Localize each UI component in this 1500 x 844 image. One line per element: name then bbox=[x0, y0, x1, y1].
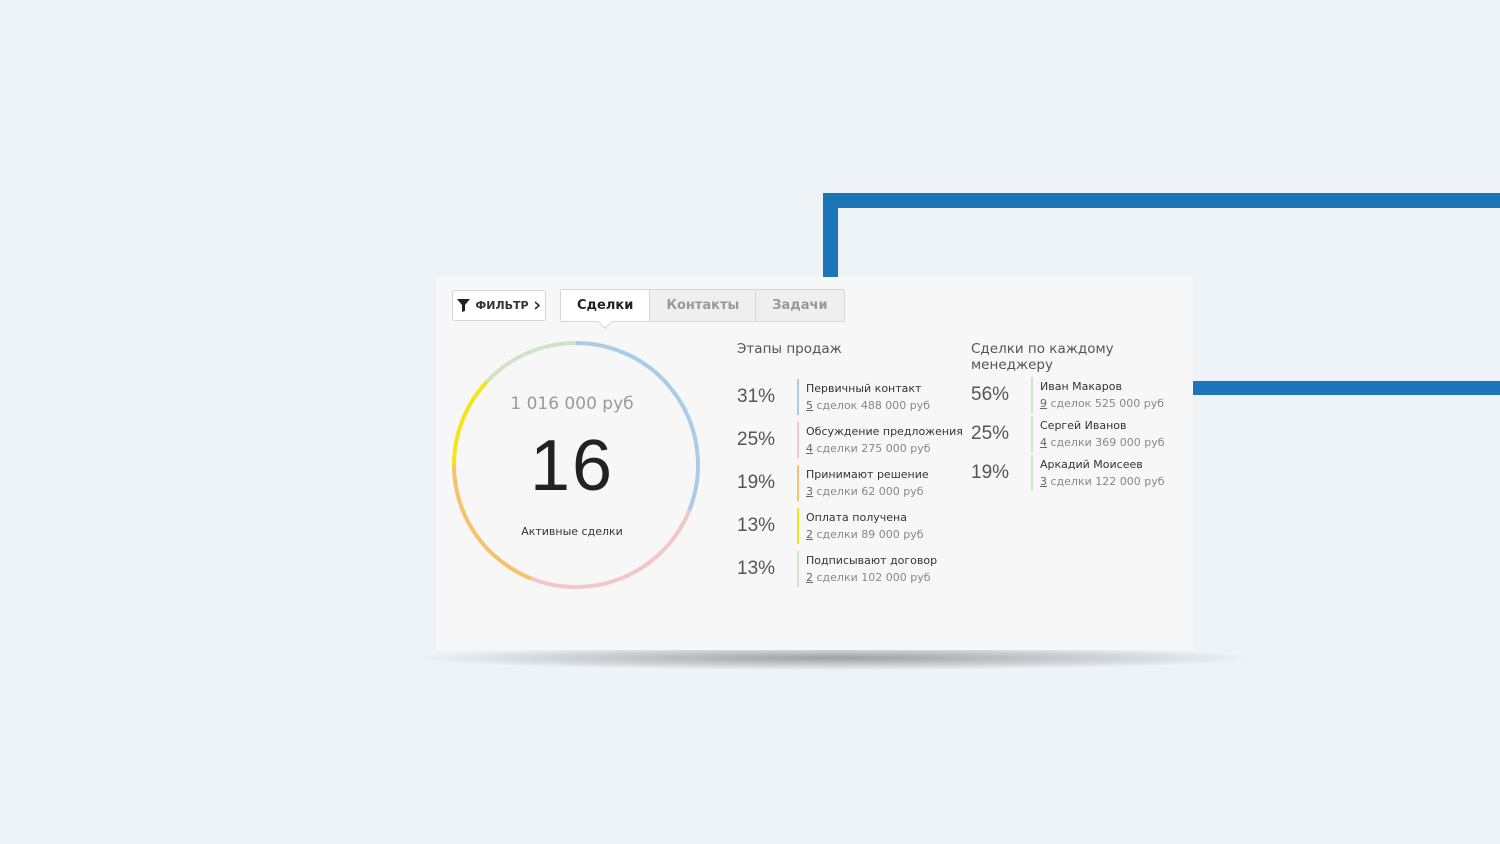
stage-info: Подписывают договор 2 сделки 102 000 руб bbox=[797, 550, 938, 587]
donut-segment-1 bbox=[575, 341, 700, 511]
donut-segment-5 bbox=[485, 341, 577, 383]
dashboard-card: ФИЛЬТР Сделки Контакты Задачи 1 016 000 … bbox=[436, 277, 1193, 650]
manager-name: Иван Макаров bbox=[1040, 379, 1122, 393]
stage-deals-text: сделки 275 000 руб bbox=[813, 441, 931, 455]
stage-name: Оплата получена bbox=[806, 510, 907, 524]
manager-name: Сергей Иванов bbox=[1040, 418, 1127, 432]
stage-percent: 13% bbox=[737, 514, 776, 536]
manager-name: Аркадий Моисеев bbox=[1040, 457, 1143, 471]
stage-deals-text: сделки 102 000 руб bbox=[813, 570, 931, 584]
stage-info: Принимают решение 3 сделки 62 000 руб bbox=[797, 464, 929, 501]
filter-button[interactable]: ФИЛЬТР bbox=[452, 290, 546, 321]
manager-deals: 4 сделки 369 000 руб bbox=[1040, 434, 1165, 451]
stage-deals: 3 сделки 62 000 руб bbox=[806, 483, 929, 500]
manager-percent: 19% bbox=[971, 461, 1010, 483]
active-deals-count: 16 bbox=[529, 426, 615, 506]
manager-deals-text: сделки 122 000 руб bbox=[1047, 474, 1165, 488]
card-shadow bbox=[420, 646, 1250, 670]
stage-row: 13% Оплата получена 2 сделки 89 000 руб bbox=[737, 504, 963, 547]
stage-row: 31% Первичный контакт 5 сделок 488 000 р… bbox=[737, 375, 963, 418]
stage-name: Подписывают договор bbox=[806, 553, 938, 567]
tab-contacts[interactable]: Контакты bbox=[649, 290, 755, 321]
manager-row: 19% Аркадий Моисеев 3 сделки 122 000 руб bbox=[971, 453, 1165, 492]
stage-name: Первичный контакт bbox=[806, 381, 922, 395]
stage-info: Первичный контакт 5 сделок 488 000 руб bbox=[797, 378, 930, 415]
manager-info: Иван Макаров 9 сделок 525 000 руб bbox=[1031, 376, 1164, 413]
stage-info: Обсуждение предложения 4 сделки 275 000 … bbox=[797, 421, 963, 458]
stage-row: 13% Подписывают договор 2 сделки 102 000… bbox=[737, 547, 963, 590]
stage-deals-link[interactable]: 2 bbox=[806, 527, 813, 541]
stage-deals-text: сделок 488 000 руб bbox=[813, 398, 931, 412]
manager-percent: 25% bbox=[971, 422, 1010, 444]
tab-tasks[interactable]: Задачи bbox=[755, 290, 843, 321]
stage-deals: 4 сделки 275 000 руб bbox=[806, 440, 963, 457]
stage-deals-link[interactable]: 3 bbox=[806, 484, 813, 498]
manager-deals: 3 сделки 122 000 руб bbox=[1040, 473, 1165, 490]
donut-segment-4 bbox=[452, 380, 489, 466]
manager-info: Сергей Иванов 4 сделки 369 000 руб bbox=[1031, 415, 1165, 452]
decorative-bar bbox=[1180, 381, 1500, 395]
manager-row: 56% Иван Макаров 9 сделок 525 000 руб bbox=[971, 375, 1165, 414]
managers-title: Сделки по каждому менеджеру bbox=[971, 341, 1114, 373]
stage-name: Обсуждение предложения bbox=[806, 424, 963, 438]
stage-percent: 19% bbox=[737, 471, 776, 493]
stages-title: Этапы продаж bbox=[737, 341, 842, 357]
manager-deals-link[interactable]: 9 bbox=[1040, 396, 1047, 410]
stage-deals-text: сделки 62 000 руб bbox=[813, 484, 924, 498]
manager-deals-text: сделок 525 000 руб bbox=[1047, 396, 1165, 410]
stage-deals: 5 сделок 488 000 руб bbox=[806, 397, 930, 414]
manager-row: 25% Сергей Иванов 4 сделки 369 000 руб bbox=[971, 414, 1165, 453]
manager-deals-link[interactable]: 3 bbox=[1040, 474, 1047, 488]
stage-percent: 31% bbox=[737, 385, 776, 407]
stage-row: 25% Обсуждение предложения 4 сделки 275 … bbox=[737, 418, 963, 461]
donut-segment-3 bbox=[452, 464, 532, 581]
stage-info: Оплата получена 2 сделки 89 000 руб bbox=[797, 507, 924, 544]
chevron-right-icon bbox=[534, 301, 541, 310]
manager-deals-link[interactable]: 4 bbox=[1040, 435, 1047, 449]
active-deals-label: Активные сделки bbox=[521, 525, 623, 538]
donut-segment-2 bbox=[530, 509, 692, 589]
stages-list: 31% Первичный контакт 5 сделок 488 000 р… bbox=[737, 375, 963, 590]
stage-deals-text: сделки 89 000 руб bbox=[813, 527, 924, 541]
stage-deals-link[interactable]: 4 bbox=[806, 441, 813, 455]
stage-percent: 25% bbox=[737, 428, 776, 450]
total-amount: 1 016 000 руб bbox=[510, 394, 634, 414]
stage-deals: 2 сделки 89 000 руб bbox=[806, 526, 924, 543]
manager-info: Аркадий Моисеев 3 сделки 122 000 руб bbox=[1031, 454, 1165, 491]
stage-percent: 13% bbox=[737, 557, 776, 579]
funnel-icon bbox=[457, 299, 471, 312]
managers-list: 56% Иван Макаров 9 сделок 525 000 руб 25… bbox=[971, 375, 1165, 492]
manager-deals: 9 сделок 525 000 руб bbox=[1040, 395, 1164, 412]
stages-donut-chart bbox=[452, 341, 700, 589]
manager-deals-text: сделки 369 000 руб bbox=[1047, 435, 1165, 449]
tab-deals[interactable]: Сделки bbox=[561, 290, 650, 321]
stage-row: 19% Принимают решение 3 сделки 62 000 ру… bbox=[737, 461, 963, 504]
stage-deals: 2 сделки 102 000 руб bbox=[806, 569, 937, 586]
stage-name: Принимают решение bbox=[806, 467, 929, 481]
filter-label: ФИЛЬТР bbox=[475, 299, 529, 312]
tab-bar: Сделки Контакты Задачи bbox=[560, 289, 845, 322]
manager-percent: 56% bbox=[971, 383, 1010, 405]
stage-deals-link[interactable]: 5 bbox=[806, 398, 813, 412]
stage-deals-link[interactable]: 2 bbox=[806, 570, 813, 584]
